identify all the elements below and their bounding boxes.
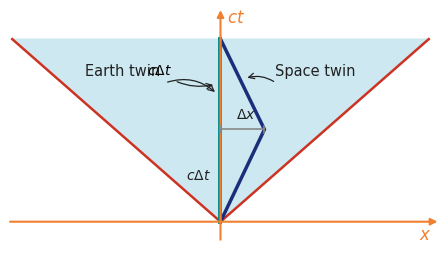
Text: $c\Delta t$: $c\Delta t$ (186, 169, 211, 182)
Text: $ct$: $ct$ (228, 9, 246, 27)
Polygon shape (12, 39, 429, 222)
Text: Earth twin: Earth twin (85, 65, 160, 79)
Text: $\Delta x$: $\Delta x$ (236, 108, 256, 122)
Text: Space twin: Space twin (275, 65, 355, 79)
Text: $x$: $x$ (419, 226, 431, 244)
Text: $c\Delta t$: $c\Delta t$ (147, 64, 212, 89)
